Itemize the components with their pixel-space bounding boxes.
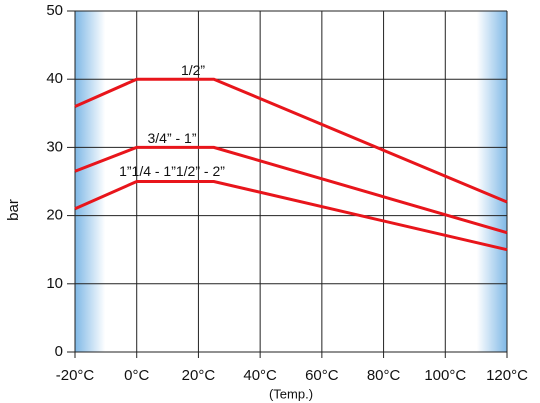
x-axis-label: (Temp.) bbox=[269, 386, 313, 401]
series-label: 1/2” bbox=[181, 62, 205, 78]
x-tick-label: 0°C bbox=[124, 367, 149, 384]
series-line bbox=[74, 180, 508, 252]
y-axis-label: bar bbox=[5, 199, 22, 221]
y-tick-label: 40 bbox=[46, 70, 63, 87]
y-tick-label: 50 bbox=[46, 2, 63, 19]
series-line bbox=[74, 145, 508, 235]
y-tick-label: 20 bbox=[46, 207, 63, 224]
x-tick-label: -20°C bbox=[56, 367, 95, 384]
y-tick-label: 10 bbox=[46, 275, 63, 292]
series-label: 1”1/4 - 1”1/2” - 2” bbox=[119, 163, 225, 179]
x-tick-label: 60°C bbox=[305, 367, 339, 384]
y-tick-label: 30 bbox=[46, 138, 63, 155]
x-tick-label: 120°C bbox=[486, 367, 528, 384]
x-tick-label: 20°C bbox=[182, 367, 216, 384]
x-tick-label: 80°C bbox=[367, 367, 401, 384]
series-line bbox=[74, 77, 508, 204]
x-tick-label: 40°C bbox=[243, 367, 277, 384]
y-tick-label: 0 bbox=[55, 343, 63, 360]
x-tick-label: 100°C bbox=[424, 367, 466, 384]
series-label: 3/4” - 1” bbox=[147, 130, 196, 146]
